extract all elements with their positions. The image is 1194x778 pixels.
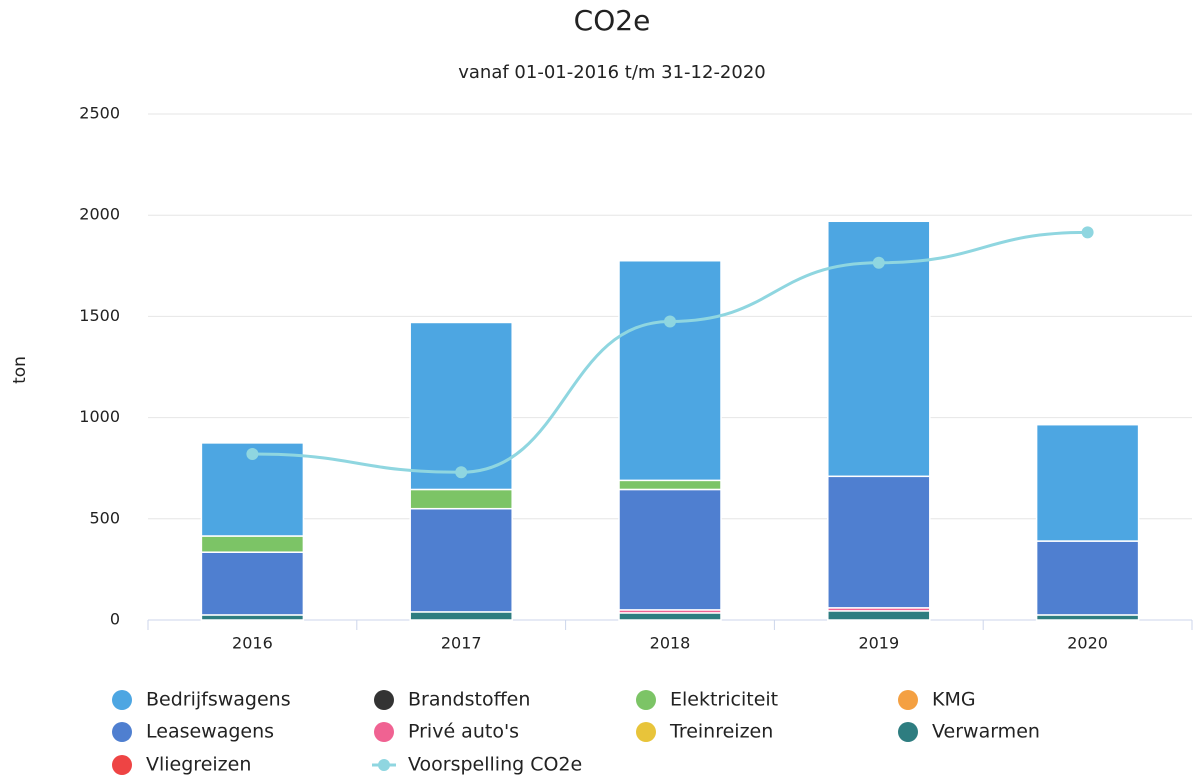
legend-label: Elektriciteit <box>670 689 778 711</box>
bar-segment <box>200 535 305 553</box>
legend-symbol <box>636 722 656 742</box>
x-tick-label: 2017 <box>441 634 482 653</box>
legend-symbol <box>898 690 918 710</box>
legend-label: KMG <box>932 689 976 711</box>
bar-segment <box>409 507 513 613</box>
bar-segment <box>827 610 931 621</box>
legend-symbol <box>378 759 390 771</box>
bar-segment <box>618 612 722 621</box>
chart-subtitle: vanaf 01-01-2016 t/m 31-12-2020 <box>458 62 766 83</box>
legend-label: Verwarmen <box>932 721 1040 743</box>
y-tick-label: 500 <box>89 508 120 527</box>
line-marker <box>872 256 885 269</box>
line-marker <box>664 315 676 328</box>
legend-symbol <box>112 722 132 742</box>
legend-symbol <box>374 690 394 710</box>
y-tick-label: 1500 <box>79 306 120 325</box>
line-marker <box>246 448 259 461</box>
legend-label: Vliegreizen <box>146 754 251 776</box>
legend-symbol <box>898 722 918 742</box>
x-tick-label: 2020 <box>1067 634 1108 653</box>
x-tick-label: 2018 <box>650 634 691 653</box>
legend-label: Voorspelling CO2e <box>408 754 582 776</box>
y-tick-label: 1000 <box>79 407 120 426</box>
x-tick-label: 2016 <box>232 634 273 653</box>
legend-symbol <box>112 690 132 710</box>
bar-segment <box>409 488 513 510</box>
bar-segment <box>200 614 305 621</box>
legend-symbol <box>112 755 132 775</box>
bar-segment <box>200 551 305 616</box>
line-marker <box>455 466 468 479</box>
bar-segment <box>827 475 931 609</box>
bar-segment <box>1035 423 1140 542</box>
legend-label: Bedrijfswagens <box>146 689 291 711</box>
legend-label: Treinreizen <box>669 721 773 743</box>
line-marker <box>1081 226 1094 239</box>
legend-label: Brandstoffen <box>408 689 530 711</box>
x-tick-label: 2019 <box>858 634 899 653</box>
bar-segment <box>409 611 513 621</box>
y-tick-label: 2500 <box>79 104 120 123</box>
bar-segment <box>1035 540 1140 616</box>
legend-label: Privé auto's <box>408 721 519 743</box>
y-tick-label: 2000 <box>79 205 120 224</box>
legend-label: Leasewagens <box>146 721 274 743</box>
chart-title: CO2e <box>574 4 651 37</box>
bar-segment <box>618 259 722 482</box>
legend-symbol <box>374 722 394 742</box>
legend-symbol <box>636 690 656 710</box>
y-tick-label: 0 <box>110 610 120 629</box>
bar-segment <box>1035 614 1140 621</box>
bar-segment <box>618 488 722 611</box>
bar-segment <box>409 321 513 491</box>
bar-segment <box>618 479 722 491</box>
y-axis-label: ton <box>10 356 30 384</box>
